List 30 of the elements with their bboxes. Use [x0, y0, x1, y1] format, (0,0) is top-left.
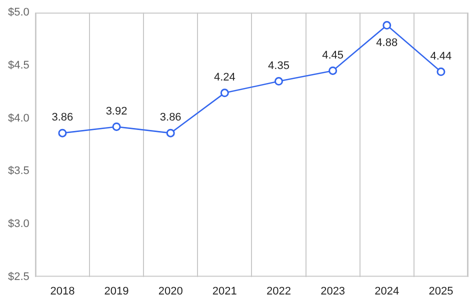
x-tick-label: 2024 [374, 285, 400, 298]
point [382, 21, 392, 30]
data-label: 4.88 [376, 36, 398, 49]
x-tick-label: 2022 [266, 285, 291, 298]
x-tick-label: 2020 [158, 285, 183, 298]
data-label: 4.35 [268, 60, 290, 72]
y-tick-label: $2.5 [8, 270, 30, 283]
y-tick-label: $4.0 [8, 112, 30, 124]
point [58, 128, 67, 138]
y-tick-label: $5.0 [8, 6, 30, 19]
y-tick-label: $4.5 [8, 59, 30, 72]
x-tick-label: 2023 [320, 285, 346, 298]
data-label: 4.24 [214, 71, 236, 84]
point [166, 128, 175, 138]
data-label: 4.45 [322, 49, 344, 62]
x-tick-label: 2018 [50, 285, 75, 298]
point [112, 122, 121, 131]
data-label: 4.44 [430, 50, 452, 62]
point [328, 66, 338, 75]
point [274, 77, 283, 86]
point [220, 88, 229, 98]
data-label: 3.86 [52, 112, 74, 124]
x-tick-label: 2019 [104, 285, 129, 298]
x-tick-label: 2025 [428, 285, 454, 298]
data-label: 3.92 [106, 105, 128, 118]
x-tick-label: 2021 [212, 285, 237, 298]
y-tick-label: $3.0 [8, 218, 30, 230]
y-tick-label: $3.5 [8, 165, 30, 178]
data-label: 3.86 [160, 112, 182, 124]
point [436, 68, 446, 76]
